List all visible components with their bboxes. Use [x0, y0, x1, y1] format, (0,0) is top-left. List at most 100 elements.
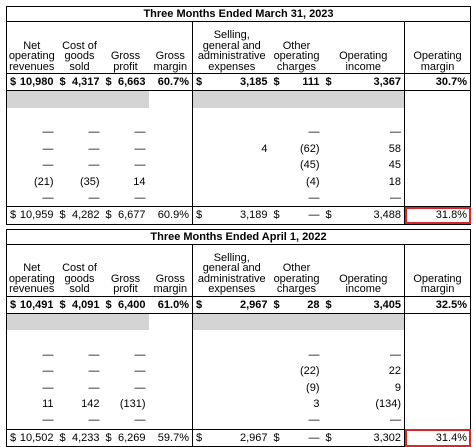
- amount: 4,282: [71, 209, 100, 222]
- cell: —: [88, 159, 100, 172]
- amount: 4,233: [71, 431, 100, 444]
- cell: —: [134, 365, 146, 378]
- amount: 4,091: [71, 298, 100, 311]
- amount: 28: [307, 298, 320, 311]
- cell: [192, 363, 271, 380]
- data-row: — — — — —: [6, 412, 471, 430]
- cell: 14: [133, 175, 146, 188]
- financial-table: Three Months Ended April 1, 2022 Net oper…: [6, 228, 471, 447]
- cell: —: [308, 414, 320, 427]
- currency: $: [105, 431, 112, 444]
- cell: [6, 107, 57, 125]
- currency: $: [105, 76, 112, 89]
- cell: $10,491: [6, 296, 57, 314]
- cell: [192, 412, 271, 430]
- cell: [149, 363, 193, 379]
- amount: 3,302: [373, 431, 401, 444]
- currency: $: [59, 76, 66, 89]
- cell: [270, 90, 323, 108]
- cell: [149, 412, 193, 429]
- cell: [149, 157, 193, 173]
- cell: (134): [375, 398, 401, 411]
- cell: [102, 90, 149, 108]
- data-row: [6, 90, 471, 108]
- cell: [192, 330, 271, 347]
- cell: 142: [81, 398, 100, 411]
- column-header: Selling, general and administrative expe…: [192, 21, 271, 74]
- amount: 2,967: [239, 431, 268, 444]
- cell: [404, 379, 471, 396]
- cell: $3,302: [322, 428, 405, 447]
- cell: —: [134, 414, 146, 427]
- cell: [404, 90, 471, 108]
- cell: —: [6, 140, 57, 157]
- currency: $: [59, 298, 66, 311]
- cell: $2,967: [192, 296, 271, 314]
- data-row: 11 142 (131) 3 (134): [6, 395, 471, 413]
- column-header: Gross profit: [102, 244, 149, 297]
- cell: 4: [192, 140, 271, 157]
- column-header: Cost of goods sold: [56, 244, 103, 297]
- cell: 31.8%: [404, 206, 471, 225]
- column-header: Net operating revenues: [6, 21, 57, 74]
- cell: 60.9%: [148, 206, 193, 225]
- cell: —: [134, 142, 146, 155]
- amount: 6,677: [117, 209, 146, 222]
- amount: —: [308, 431, 320, 444]
- cell: [192, 379, 271, 396]
- cell: [323, 330, 405, 346]
- cell: (62): [299, 142, 320, 155]
- amount: 10,980: [19, 76, 54, 89]
- currency: $: [10, 209, 17, 222]
- amount: 3,189: [239, 209, 268, 222]
- cell: $3,488: [322, 206, 405, 225]
- cell: —: [134, 348, 146, 361]
- currency: $: [196, 298, 203, 311]
- cell: $3,367: [322, 73, 405, 92]
- cell: [404, 140, 471, 157]
- currency: $: [325, 76, 332, 89]
- cell: $ —: [270, 206, 323, 225]
- data-row: — — — 4 (62) 58: [6, 140, 471, 157]
- cell: $6,400: [102, 296, 149, 314]
- cell: 30.7%: [404, 73, 471, 92]
- cell: $28: [270, 296, 323, 314]
- cell: [102, 313, 149, 331]
- cell: (35): [79, 175, 100, 188]
- cell: [404, 173, 471, 190]
- currency: $: [10, 298, 17, 311]
- cell: [271, 108, 323, 124]
- cell: $4,091: [56, 296, 103, 314]
- cell: [404, 363, 471, 380]
- amount: 3,488: [373, 209, 401, 222]
- cell: 61.0%: [148, 296, 193, 314]
- column-header: Operating margin: [404, 244, 471, 297]
- data-row: $10,959 $4,282 $6,677 60.9% $3,189 $ — $3,488 31…: [6, 206, 471, 225]
- data-row: — — — (22) 22: [6, 363, 471, 380]
- amount: 3,367: [373, 76, 401, 89]
- column-header: Operating margin: [404, 21, 471, 74]
- cell: (21): [6, 173, 57, 190]
- cell: [404, 313, 471, 331]
- column-header: Other operating charges: [270, 21, 323, 74]
- cell: —: [88, 142, 100, 155]
- cell: —: [134, 159, 146, 172]
- currency: $: [325, 431, 332, 444]
- column-header: Gross margin: [148, 21, 193, 74]
- cell: —: [390, 126, 401, 139]
- amount: 3,185: [239, 76, 268, 89]
- cell: $111: [270, 73, 323, 92]
- cell: 9: [394, 381, 401, 394]
- cell: $10,502: [6, 428, 57, 447]
- cell: [192, 346, 271, 364]
- cell: —: [308, 191, 320, 204]
- currency: $: [59, 431, 66, 444]
- cell: $2,967: [192, 428, 271, 447]
- cell: [6, 90, 57, 108]
- column-header: Net operating revenues: [6, 244, 57, 297]
- amount: 4,317: [71, 76, 100, 89]
- cell: (4): [306, 175, 320, 188]
- data-row: — — — — —: [6, 124, 471, 141]
- cell: 3: [313, 398, 320, 411]
